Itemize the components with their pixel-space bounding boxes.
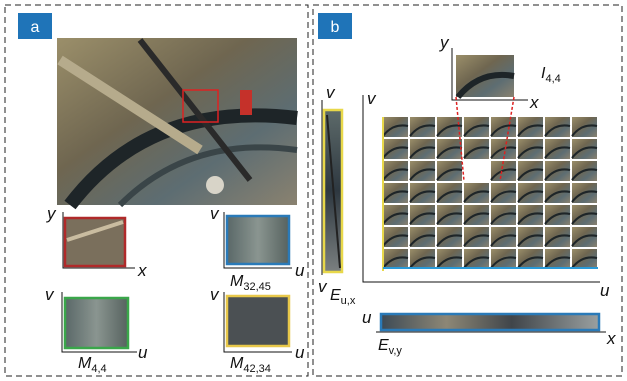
axis-label: x (606, 329, 616, 348)
panel-tag: b (331, 19, 340, 36)
tile (464, 161, 489, 181)
bottom-strip: u x Ev,y (362, 308, 616, 357)
photo (57, 38, 297, 205)
axis-label: x (529, 93, 539, 112)
plot-uv: v u M42,34 (210, 285, 305, 375)
tile-grid: v u (363, 89, 610, 300)
axis-label: u (362, 308, 372, 327)
axis-label: u (138, 343, 148, 362)
axis-label: v (318, 277, 328, 296)
sub-image: y x I4,4 (439, 33, 561, 112)
left-strip: v v Eu,x (318, 83, 356, 307)
axis-label: u (295, 343, 305, 362)
caption: I4,4 (541, 65, 561, 85)
axis-label: u (295, 261, 305, 280)
axis-label: y (46, 204, 57, 223)
plot-uv: v u M4,4 (45, 285, 148, 375)
axis-label: v (45, 285, 55, 304)
axis-label: v (367, 89, 377, 108)
caption: Ev,y (378, 337, 402, 357)
caption: Eu,x (330, 287, 356, 307)
plot-uv: v u M32,45 (210, 204, 305, 293)
axis-label: x (137, 261, 147, 280)
axis-label: u (600, 281, 610, 300)
axis-label: v (326, 83, 336, 102)
figure: a b y x v u M32,45 v u M4,4 v u (0, 0, 627, 381)
caption: M42,34 (230, 355, 271, 375)
axis-label: y (439, 33, 450, 52)
plot-xy: y x (46, 204, 147, 280)
panel-tag: a (31, 19, 40, 36)
caption: M4,4 (78, 355, 107, 375)
axis-label: v (210, 285, 220, 304)
caption: M32,45 (230, 273, 271, 293)
axis-label: v (210, 204, 220, 223)
